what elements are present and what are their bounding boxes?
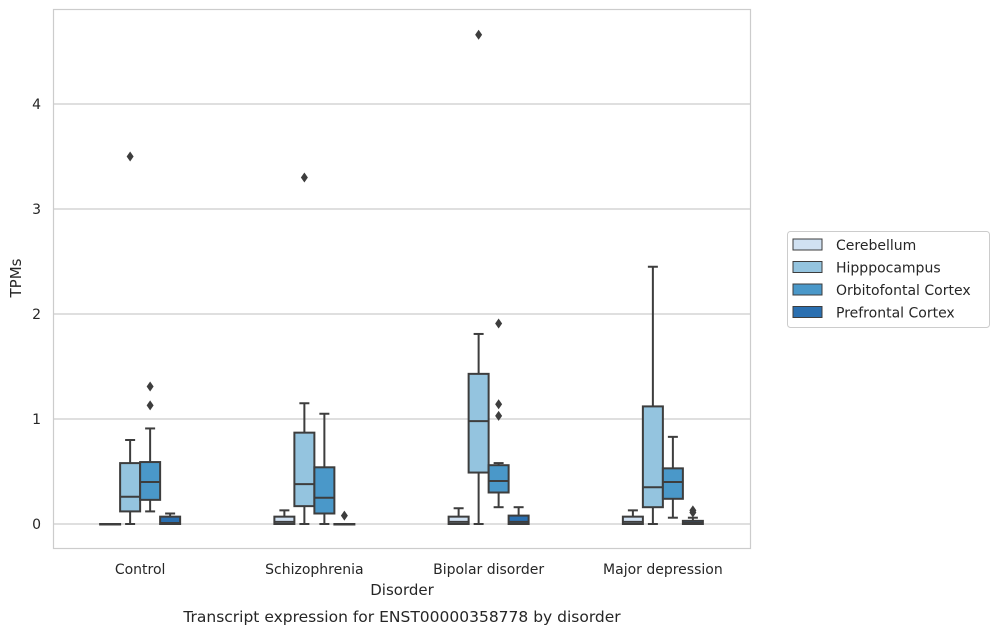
boxes-layer — [99, 29, 704, 526]
legend-swatch-prefrontal-cortex — [792, 306, 823, 318]
x-tick-label-control: Control — [115, 562, 166, 578]
box-iqr — [119, 462, 142, 513]
box-orbitofontal-cortex-1 — [313, 412, 336, 525]
chart-caption: Transcript expression for ENST0000035877… — [182, 608, 621, 626]
legend-label-prefrontal-cortex: Prefrontal Cortex — [836, 306, 955, 322]
y-axis-label: TPMs — [7, 258, 25, 298]
box-hipppocampus-0 — [119, 151, 142, 525]
legend: Cerebellum Hipppocampus Orbitofontal Corte… — [787, 231, 990, 328]
box-iqr — [293, 431, 316, 508]
x-tick-label-bipolar-disorder: Bipolar disorder — [433, 562, 544, 578]
legend-label-hipppocampus: Hipppocampus — [836, 261, 941, 277]
box-iqr — [661, 467, 684, 500]
outlier-point — [340, 510, 348, 521]
x-axis-label: Disorder — [370, 581, 434, 599]
box-orbitofontal-cortex-0 — [139, 381, 162, 513]
box-orbitofontal-cortex-3 — [661, 435, 684, 519]
y-tick-label-1: 1 — [32, 412, 41, 428]
outlier-point — [300, 172, 308, 183]
box-iqr — [159, 515, 182, 526]
legend-swatch-cerebellum — [792, 238, 823, 251]
x-tick-label-schizophrenia: Schizophrenia — [265, 562, 363, 578]
box-hipppocampus-1 — [293, 172, 316, 525]
y-tick-label-0: 0 — [32, 517, 41, 533]
outlier-point — [475, 29, 483, 40]
legend-swatch-orbitofontal-cortex — [792, 283, 823, 296]
legend-label-cerebellum: Cerebellum — [836, 238, 916, 254]
box-iqr — [487, 464, 510, 494]
box-prefrontal-cortex-3 — [681, 505, 704, 525]
box-iqr — [313, 466, 336, 515]
x-tick-label-major-depression: Major depression — [603, 562, 723, 578]
y-tick-label-3: 3 — [32, 202, 41, 218]
box-hipppocampus-2 — [467, 29, 490, 525]
x-axis-ticks: Control Schizophrenia Bipolar disorder Majo… — [115, 562, 723, 578]
box-iqr — [273, 515, 296, 526]
box-iqr — [447, 515, 470, 526]
box-iqr — [641, 405, 664, 509]
legend-label-orbitofontal-cortex: Orbitofontal Cortex — [836, 283, 971, 299]
outlier-point — [495, 410, 503, 421]
legend-swatch-hipppocampus — [792, 261, 823, 273]
outlier-point — [146, 381, 154, 392]
box-iqr — [507, 514, 530, 525]
box-cerebellum-2 — [447, 507, 470, 526]
box-prefrontal-cortex-2 — [507, 506, 530, 525]
y-axis-ticks: 0 1 2 3 4 — [32, 97, 41, 533]
outlier-point — [126, 151, 134, 162]
legend-frame — [787, 231, 990, 328]
box-iqr — [139, 461, 162, 501]
box-cerebellum-3 — [621, 509, 644, 526]
plot-frame — [52, 8, 752, 550]
box-prefrontal-cortex-0 — [159, 512, 182, 526]
y-tick-label-4: 4 — [32, 97, 41, 113]
box-hipppocampus-3 — [641, 265, 664, 525]
box-iqr — [467, 372, 490, 474]
box-orbitofontal-cortex-2 — [487, 318, 510, 509]
y-tick-label-2: 2 — [32, 307, 41, 323]
box-cerebellum-0 — [99, 523, 122, 526]
box-prefrontal-cortex-1 — [333, 510, 356, 526]
outlier-point — [146, 400, 154, 411]
box-cerebellum-1 — [273, 509, 296, 526]
outlier-point — [495, 318, 503, 329]
outlier-point — [689, 505, 697, 516]
box-iqr — [621, 515, 644, 526]
outlier-point — [495, 399, 503, 410]
